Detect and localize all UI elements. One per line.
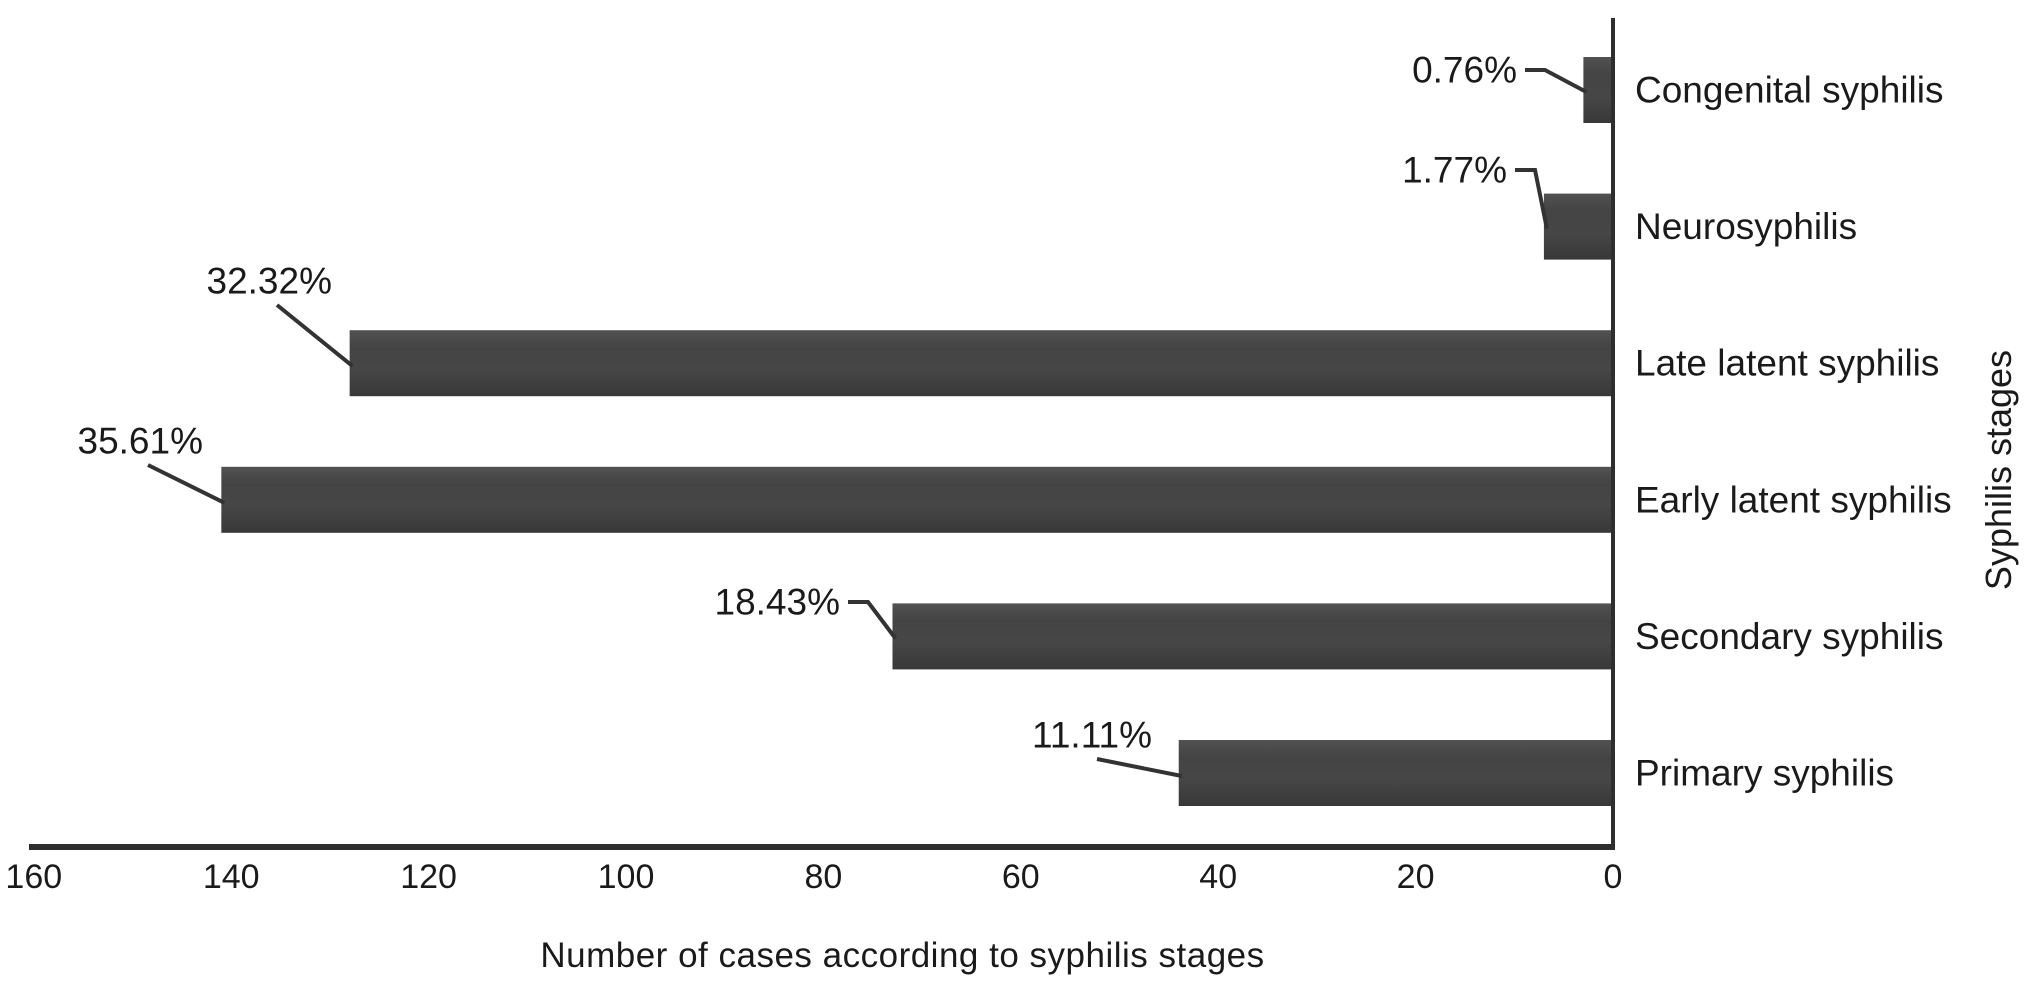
callout-line: [275, 303, 354, 368]
bar-late-latent-syphilis: [349, 330, 1613, 397]
callout-line: [1096, 757, 1183, 778]
x-tick-label: 0: [1604, 858, 1623, 896]
percent-label: 11.11%: [1032, 715, 1152, 756]
bar-primary-syphilis: [1178, 740, 1613, 806]
callout-line: [848, 600, 898, 640]
x-axis-title: Number of cases according to syphilis st…: [540, 936, 1265, 975]
percent-label: 35.61%: [78, 421, 204, 462]
category-label: Primary syphilis: [1635, 753, 1894, 794]
bar-congenital-syphilis: [1583, 57, 1613, 123]
percent-label: 32.32%: [207, 261, 333, 302]
category-label: Early latent syphilis: [1635, 479, 1952, 520]
callout-line: [1525, 68, 1588, 94]
x-tick-label: 120: [400, 858, 457, 896]
x-tick-label: 100: [598, 858, 655, 896]
bar-early-latent-syphilis: [221, 466, 1614, 533]
bar-neurosyphilis: [1543, 193, 1613, 260]
category-label: Late latent syphilis: [1635, 343, 1939, 384]
callout-line: [147, 463, 226, 505]
category-label: Congenital syphilis: [1635, 70, 1944, 111]
x-tick-label: 80: [804, 858, 842, 896]
percent-label: 1.77%: [1402, 150, 1507, 191]
x-tick-label: 140: [203, 858, 260, 896]
callout-line: [1515, 168, 1549, 229]
x-tick-label: 40: [1199, 858, 1237, 896]
x-tick-label: 20: [1397, 858, 1435, 896]
percent-label: 18.43%: [715, 582, 841, 623]
bar-secondary-syphilis: [892, 603, 1613, 670]
y-axis-title: Syphilis stages: [1978, 349, 2019, 591]
category-label: Secondary syphilis: [1635, 616, 1943, 657]
percent-label: 0.76%: [1412, 50, 1517, 91]
x-tick-label: 160: [5, 858, 62, 896]
x-tick-label: 60: [1002, 858, 1040, 896]
category-label: Neurosyphilis: [1635, 206, 1857, 247]
